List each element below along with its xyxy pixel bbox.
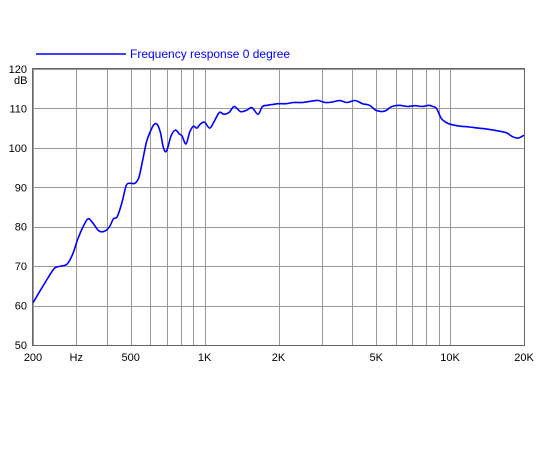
x-tick-labels: 200 Hz 500 1K 2K 5K 10K 20K (24, 352, 535, 364)
x-tick-label: Hz (70, 352, 83, 364)
x-tick-label: 5K (369, 352, 383, 364)
y-axis-label: dB (14, 75, 27, 87)
x-tick-label: 200 (24, 352, 42, 364)
y-tick-label: 70 (15, 261, 27, 273)
x-tick-label: 10K (440, 352, 460, 364)
x-tick-label: 2K (272, 352, 286, 364)
legend-label: Frequency response 0 degree (130, 47, 290, 61)
y-tick-label: 60 (15, 301, 27, 313)
y-tick-label: 50 (15, 340, 27, 352)
x-tick-label: 20K (514, 352, 534, 364)
y-tick-label: 90 (15, 182, 27, 194)
y-tick-label: 100 (9, 143, 27, 155)
grid-layer (33, 69, 525, 346)
legend: Frequency response 0 degree (36, 47, 290, 61)
y-tick-label: 120 (9, 64, 27, 76)
series-line-frequency-response (32, 99, 525, 304)
y-tick-label: 110 (9, 103, 27, 115)
y-tick-labels: 50 60 70 80 90 100 110 120 (9, 64, 27, 352)
x-tick-label: 1K (198, 352, 212, 364)
plot-frame (32, 68, 525, 346)
x-tick-label: 500 (122, 352, 140, 364)
y-tick-label: 80 (15, 222, 27, 234)
